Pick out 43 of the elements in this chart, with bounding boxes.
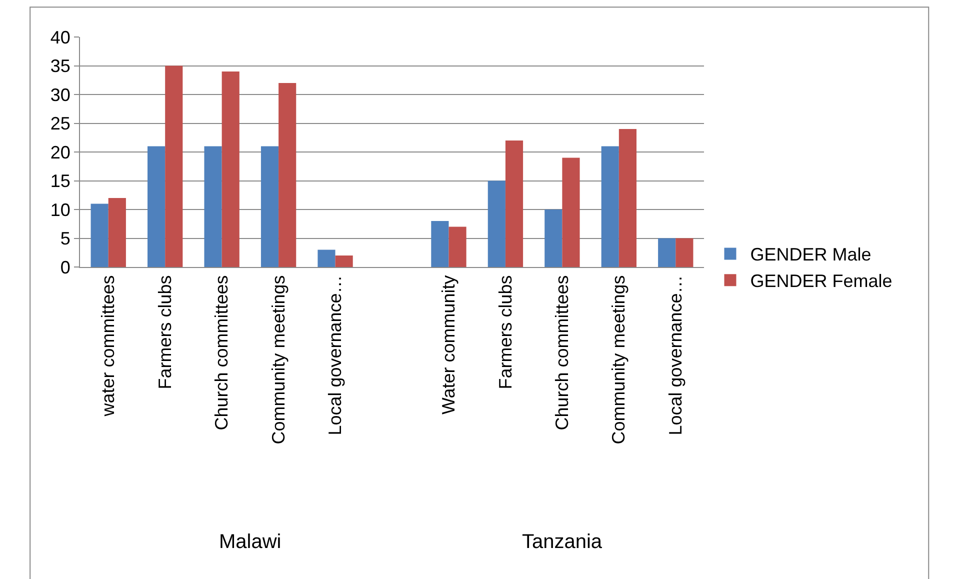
x-tick-label: Church committees (212, 275, 232, 430)
bar (544, 210, 562, 267)
bar (488, 180, 506, 267)
y-tick-label: 25 (50, 114, 70, 134)
y-tick-label: 5 (60, 228, 70, 249)
x-tick-label: Farmers clubs (154, 275, 175, 390)
y-tick-label: 20 (50, 142, 70, 162)
x-tick-label: water committees (98, 275, 118, 418)
x-tick-label: Local governance… (325, 275, 346, 436)
bar (278, 83, 296, 267)
bar (335, 256, 353, 267)
legend-label: GENDER Male (750, 244, 872, 265)
bar (562, 158, 580, 267)
x-tick-label: Farmers clubs (495, 275, 516, 390)
bar (318, 250, 336, 267)
text: Malawi (219, 531, 282, 553)
bar (108, 198, 126, 267)
bar (448, 226, 466, 267)
y-tick-label: 40 (50, 27, 70, 48)
bar (260, 146, 279, 267)
y-tick-label: 30 (50, 84, 70, 105)
y-tick-label: 0 (60, 257, 70, 278)
bar (148, 146, 166, 267)
bar (204, 146, 222, 267)
bar (505, 140, 524, 267)
bar (165, 66, 183, 267)
text: Tanzania (522, 531, 603, 553)
x-tick-label: Local governance… (665, 275, 686, 436)
x-tick-label: Church committees (552, 275, 572, 430)
x-tick-label: Community meetings (268, 275, 288, 444)
bar (90, 204, 108, 267)
x-tick-label: Community meetings (608, 275, 629, 444)
bar (676, 238, 694, 267)
bar (658, 238, 676, 267)
x-tick-label: Water community (438, 275, 459, 415)
y-tick-label: 10 (50, 200, 70, 220)
y-tick-label: 15 (50, 171, 70, 192)
bar (618, 129, 636, 267)
legend-label: GENDER Female (750, 271, 892, 292)
bar (431, 221, 449, 267)
bar (601, 146, 619, 267)
bar (222, 72, 240, 267)
y-tick-label: 35 (50, 56, 70, 76)
